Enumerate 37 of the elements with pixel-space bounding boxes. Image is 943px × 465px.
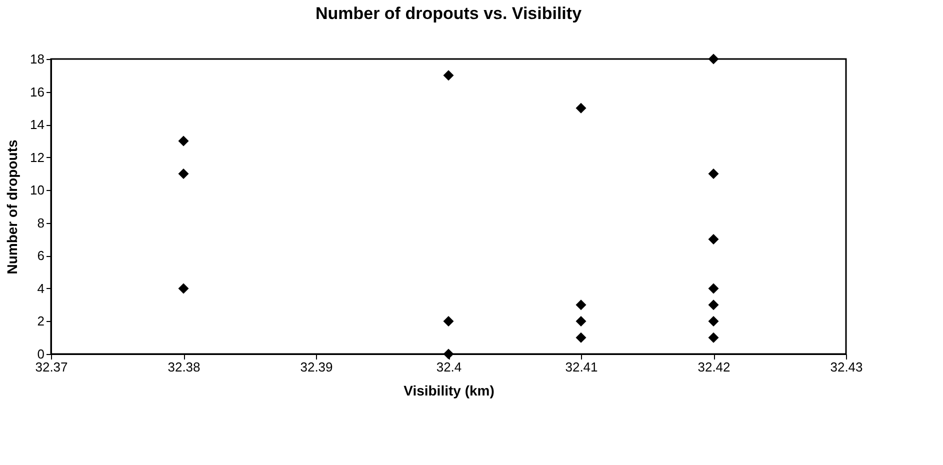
x-tick-label: 32.41 bbox=[565, 360, 598, 374]
point bbox=[576, 316, 586, 326]
point bbox=[708, 300, 719, 310]
x-tick-label: 32.39 bbox=[300, 360, 333, 374]
x-tick-label: 32.37 bbox=[35, 360, 68, 374]
point bbox=[178, 168, 189, 179]
x-tick-label: 32.38 bbox=[168, 360, 200, 374]
point bbox=[708, 316, 719, 326]
x-tick-label: 32.43 bbox=[830, 360, 863, 374]
x-axis-title: Visibility (km) bbox=[404, 382, 494, 398]
point bbox=[708, 234, 719, 245]
y-tick-label: 10 bbox=[30, 182, 44, 198]
point bbox=[178, 283, 189, 294]
point bbox=[708, 332, 719, 343]
point bbox=[443, 316, 454, 326]
y-tick-label: 12 bbox=[30, 150, 44, 165]
point bbox=[576, 332, 586, 343]
y-tick-label: 16 bbox=[30, 84, 44, 100]
y-tick-label: 8 bbox=[37, 215, 44, 230]
point bbox=[708, 283, 719, 294]
point bbox=[576, 102, 586, 114]
y-axis-title: Number of dropouts bbox=[4, 140, 20, 274]
point bbox=[708, 168, 719, 179]
chart-title: Number of dropouts vs. Visibility bbox=[315, 4, 582, 23]
point bbox=[576, 300, 586, 310]
y-tick-label: 0 bbox=[37, 346, 44, 362]
point bbox=[443, 348, 454, 360]
x-tick-label: 32.42 bbox=[698, 360, 730, 374]
y-tick-label: 14 bbox=[30, 117, 44, 132]
point bbox=[178, 136, 189, 146]
y-tick-label: 6 bbox=[37, 248, 44, 264]
point bbox=[443, 70, 454, 81]
y-tick-label: 18 bbox=[30, 52, 44, 66]
point bbox=[708, 54, 719, 64]
y-tick-label: 4 bbox=[37, 280, 44, 296]
x-tick-label: 32.4 bbox=[436, 360, 462, 374]
y-tick-label: 2 bbox=[37, 314, 44, 329]
